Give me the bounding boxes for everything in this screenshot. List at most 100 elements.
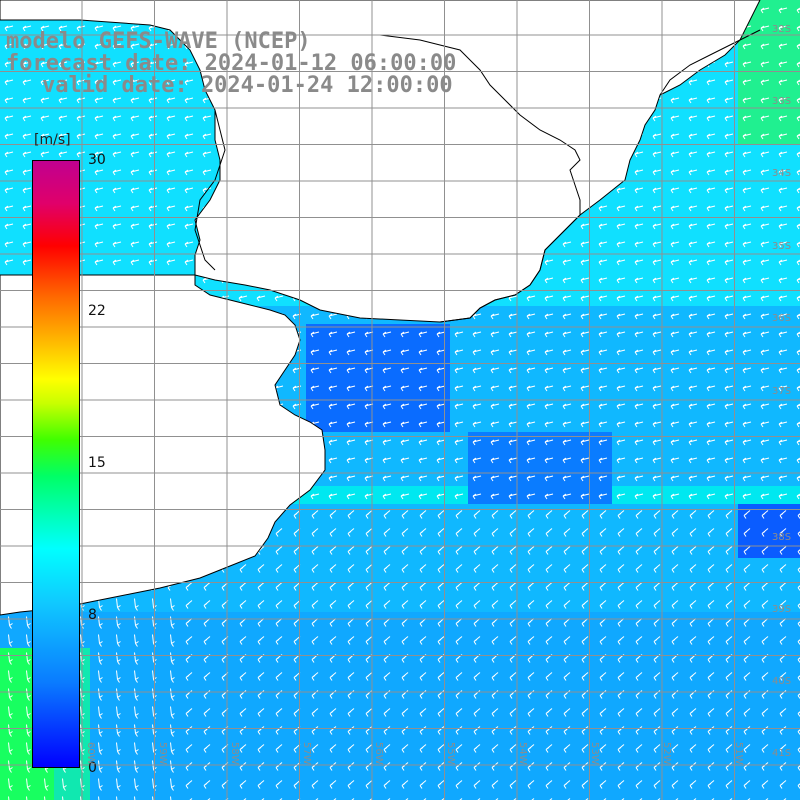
wind-arrow [689, 636, 697, 645]
wind-arrow [329, 600, 337, 609]
wind-cell [108, 792, 126, 800]
wind-arrow [112, 97, 122, 104]
wind-cell [792, 414, 800, 432]
wind-arrow [148, 43, 158, 50]
colorbar-unit: [m/s] [34, 132, 71, 148]
wind-arrow [509, 672, 517, 681]
wind-arrow [382, 385, 392, 392]
wind-arrow [275, 564, 283, 573]
wind-arrow [617, 510, 625, 519]
wind-arrow [347, 528, 355, 537]
wind-arrow [184, 241, 194, 248]
wind-arrow [365, 528, 373, 537]
wind-arrow [8, 778, 13, 791]
wind-arrow [346, 493, 356, 500]
wind-arrow [724, 475, 734, 482]
wind-arrow [688, 79, 698, 86]
wind-arrow [527, 510, 535, 519]
wind-arrow [652, 367, 662, 374]
valid-date: valid date: 2024-01-24 12:00:00 [42, 73, 453, 98]
wind-arrow [670, 313, 680, 320]
wind-arrow [760, 475, 770, 482]
wind-arrow [170, 634, 175, 647]
wind-arrow [419, 744, 427, 753]
wind-arrow [545, 744, 553, 753]
wind-cell [792, 630, 800, 648]
wind-arrow [76, 61, 86, 68]
wind-arrow [742, 97, 752, 104]
wind-arrow [778, 25, 788, 32]
wind-arrow [634, 295, 644, 302]
wind-arrow [706, 367, 716, 374]
wind-arrow [401, 564, 409, 573]
wind-arrow [688, 151, 698, 158]
wind-arrow [491, 780, 499, 789]
wind-arrow [778, 43, 788, 50]
wind-arrow [760, 115, 770, 122]
wind-arrow [742, 241, 752, 248]
wind-arrow [279, 798, 283, 800]
wind-arrow [8, 688, 13, 701]
wind-arrow [671, 708, 679, 717]
wind-arrow [617, 636, 625, 645]
wind-arrow [239, 780, 247, 789]
wind-arrow [508, 475, 518, 482]
wind-arrow [603, 798, 607, 800]
wind-arrow [76, 43, 86, 50]
wind-arrow [170, 742, 175, 755]
wind-arrow [706, 205, 716, 212]
wind-arrow [724, 313, 734, 320]
wind-arrow [116, 652, 121, 665]
wind-arrow [184, 187, 194, 194]
wind-arrow [725, 582, 733, 591]
wind-arrow [634, 475, 644, 482]
wind-arrow [670, 295, 680, 302]
wind-arrow [634, 187, 644, 194]
wind-cell [36, 792, 54, 800]
wind-arrow [707, 582, 715, 591]
wind-arrow [491, 510, 499, 519]
wind-arrow [76, 115, 86, 122]
wind-arrow [599, 636, 607, 645]
colorbar-tick-22: 22 [88, 303, 106, 319]
wind-arrow [724, 133, 734, 140]
wind-arrow [778, 61, 788, 68]
wind-arrow [671, 744, 679, 753]
wind-arrow [707, 744, 715, 753]
wind-arrow [545, 780, 553, 789]
wind-arrow [239, 636, 247, 645]
wind-arrow [382, 475, 392, 482]
wind-arrow [562, 421, 572, 428]
wind-arrow [634, 277, 644, 284]
wind-arrow [562, 457, 572, 464]
wind-arrow [62, 778, 67, 791]
wind-arrow [275, 600, 283, 609]
wind-arrow [94, 223, 104, 230]
wind-arrow [742, 349, 752, 356]
lon-label-51w: 51W [733, 742, 744, 765]
wind-arrow [527, 636, 535, 645]
wind-arrow [382, 349, 392, 356]
wind-arrow [166, 61, 176, 68]
wind-arrow [387, 798, 391, 800]
wind-arrow [8, 706, 13, 719]
wind-arrow [257, 780, 265, 789]
wind-arrow [743, 510, 751, 519]
wind-arrow [652, 277, 662, 284]
wind-arrow [472, 475, 482, 482]
wind-arrow [742, 223, 752, 230]
wind-arrow [778, 97, 788, 104]
wind-arrow [706, 277, 716, 284]
wind-arrow [706, 349, 716, 356]
wind-arrow [382, 367, 392, 374]
wind-arrow [563, 510, 571, 519]
wind-arrow [490, 331, 500, 338]
wind-arrow [98, 706, 103, 719]
wind-arrow [418, 475, 428, 482]
wind-arrow [779, 672, 787, 681]
wind-cell [792, 738, 800, 756]
wind-arrow [98, 796, 100, 800]
wind-arrow [652, 493, 662, 500]
wind-arrow [238, 295, 248, 302]
wind-arrow [652, 421, 662, 428]
